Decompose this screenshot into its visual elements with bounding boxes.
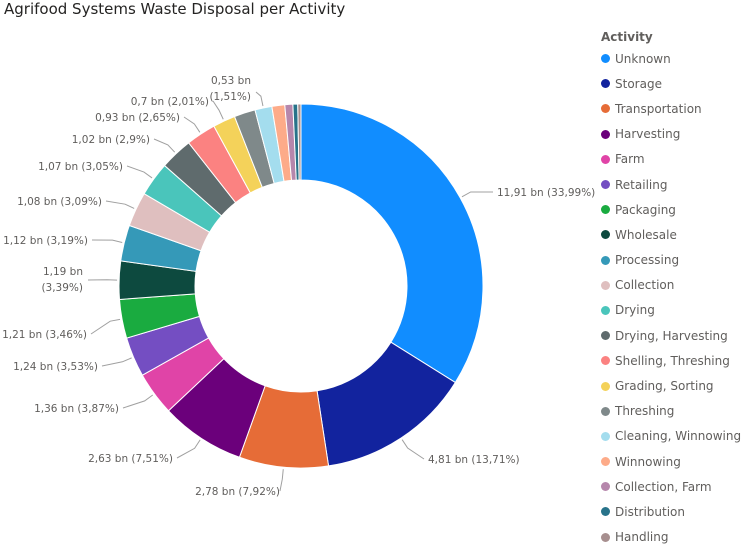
leader-line — [279, 469, 284, 492]
legend-item-shelling-threshing[interactable]: Shelling, Threshing — [601, 348, 747, 373]
legend-item-wholesale[interactable]: Wholesale — [601, 222, 747, 247]
legend-swatch — [601, 205, 610, 215]
legend-label: Threshing — [615, 404, 675, 419]
donut-chart: 11,91 bn (33,99%) 4,81 bn (13,71%) 2,78 bn… — [2, 75, 595, 498]
legend-swatch — [601, 129, 610, 139]
legend-swatch — [601, 230, 610, 240]
legend-swatch — [601, 381, 610, 391]
legend-item-winnowing[interactable]: Winnowing — [601, 449, 747, 474]
legend-label: Handling — [615, 530, 669, 545]
leader-line — [90, 318, 121, 335]
leader-line — [183, 116, 201, 133]
slice-unknown[interactable] — [300, 103, 484, 384]
legend-label: Packaging — [615, 202, 676, 217]
legend-label: Transportation — [615, 101, 702, 116]
legend-item-packaging[interactable]: Packaging — [601, 197, 747, 222]
data-label: 1,07 bn (3,05%) — [38, 161, 123, 173]
legend: Activity Unknown Storage Transportation Har… — [601, 30, 747, 550]
leader-line — [176, 439, 201, 459]
leader-line — [461, 191, 494, 198]
legend-label: Retailing — [615, 177, 668, 192]
slice-handling[interactable] — [297, 103, 302, 181]
data-label: 0,7 bn (2,01%) — [131, 96, 209, 108]
data-label: 1,02 bn (2,9%) — [72, 134, 150, 146]
legend-swatch — [601, 331, 610, 341]
data-label: 0,53 bn (1,51%) — [209, 75, 251, 103]
legend-label: Farm — [615, 152, 645, 167]
legend-label: Wholesale — [615, 227, 677, 242]
leader-line — [126, 165, 153, 179]
data-label: 1,08 bn (3,09%) — [17, 196, 102, 208]
legend-swatch — [601, 280, 610, 290]
data-label: 1,19 bn (3,39%) — [41, 266, 83, 294]
legend-label: Collection, Farm — [615, 479, 712, 494]
legend-item-unknown[interactable]: Unknown — [601, 46, 747, 71]
legend-item-processing[interactable]: Processing — [601, 248, 747, 273]
legend-label: Distribution — [615, 504, 686, 519]
legend-item-collection[interactable]: Collection — [601, 273, 747, 298]
legend-item-transportation[interactable]: Transportation — [601, 96, 747, 121]
legend-swatch — [601, 532, 610, 542]
legend-item-grading-sorting[interactable]: Grading, Sorting — [601, 373, 747, 398]
legend-swatch — [601, 305, 610, 315]
leader-line — [255, 91, 264, 107]
legend-label: Unknown — [615, 51, 671, 66]
legend-label: Shelling, Threshing — [615, 353, 730, 368]
legend-swatch — [601, 356, 610, 366]
legend-item-cleaning-winnowing[interactable]: Cleaning, Winnowing — [601, 424, 747, 449]
legend-item-handling[interactable]: Handling — [601, 525, 747, 550]
legend-item-farm[interactable]: Farm — [601, 147, 747, 172]
legend-swatch — [601, 482, 610, 492]
legend-swatch — [601, 54, 610, 64]
data-label: 1,24 bn (3,53%) — [13, 361, 98, 373]
legend-label: Storage — [615, 76, 662, 91]
legend-label: Cleaning, Winnowing — [615, 429, 742, 444]
legend-item-drying[interactable]: Drying — [601, 298, 747, 323]
leader-line — [401, 439, 425, 460]
legend-swatch — [601, 255, 610, 265]
legend-swatch — [601, 507, 610, 517]
data-label: 4,81 bn (13,71%) — [428, 454, 520, 466]
legend-label: Drying — [615, 303, 655, 318]
leader-line — [212, 100, 224, 120]
legend-label: Drying, Harvesting — [615, 328, 728, 343]
legend-item-threshing[interactable]: Threshing — [601, 399, 747, 424]
data-label: 1,21 bn (3,46%) — [2, 329, 87, 341]
legend-item-collection-farm[interactable]: Collection, Farm — [601, 474, 747, 499]
legend-item-distribution[interactable]: Distribution — [601, 499, 747, 524]
legend-title: Activity — [601, 30, 653, 44]
data-label: 1,36 bn (3,87%) — [34, 403, 119, 415]
legend-item-retailing[interactable]: Retailing — [601, 172, 747, 197]
legend-swatch — [601, 104, 610, 114]
legend-label: Grading, Sorting — [615, 379, 714, 394]
legend-item-storage[interactable]: Storage — [601, 71, 747, 96]
leader-line — [91, 239, 123, 243]
leader-line — [105, 200, 135, 209]
legend-swatch — [601, 431, 610, 441]
legend-swatch — [601, 180, 610, 190]
legend-items: Unknown Storage Transportation Harvesting Fa… — [601, 46, 747, 550]
legend-swatch — [601, 406, 610, 416]
leader-line — [101, 357, 132, 367]
data-label: 11,91 bn (33,99%) — [497, 187, 595, 199]
legend-swatch — [601, 154, 610, 164]
data-label: 0,93 bn (2,65%) — [95, 112, 180, 124]
leader-line — [122, 394, 154, 409]
legend-swatch — [601, 457, 610, 467]
legend-label: Collection — [615, 278, 675, 293]
data-label: 2,63 bn (7,51%) — [88, 453, 173, 465]
legend-swatch — [601, 79, 610, 89]
data-label: 1,12 bn (3,19%) — [3, 235, 88, 247]
legend-label: Processing — [615, 253, 680, 268]
legend-item-drying-harvesting[interactable]: Drying, Harvesting — [601, 323, 747, 348]
data-label: 2,78 bn (7,92%) — [195, 486, 280, 498]
legend-label: Harvesting — [615, 127, 681, 142]
chart-title: Agrifood Systems Waste Disposal per Acti… — [4, 0, 346, 18]
legend-item-harvesting[interactable]: Harvesting — [601, 122, 747, 147]
leader-line — [153, 138, 176, 153]
legend-label: Winnowing — [615, 454, 681, 469]
